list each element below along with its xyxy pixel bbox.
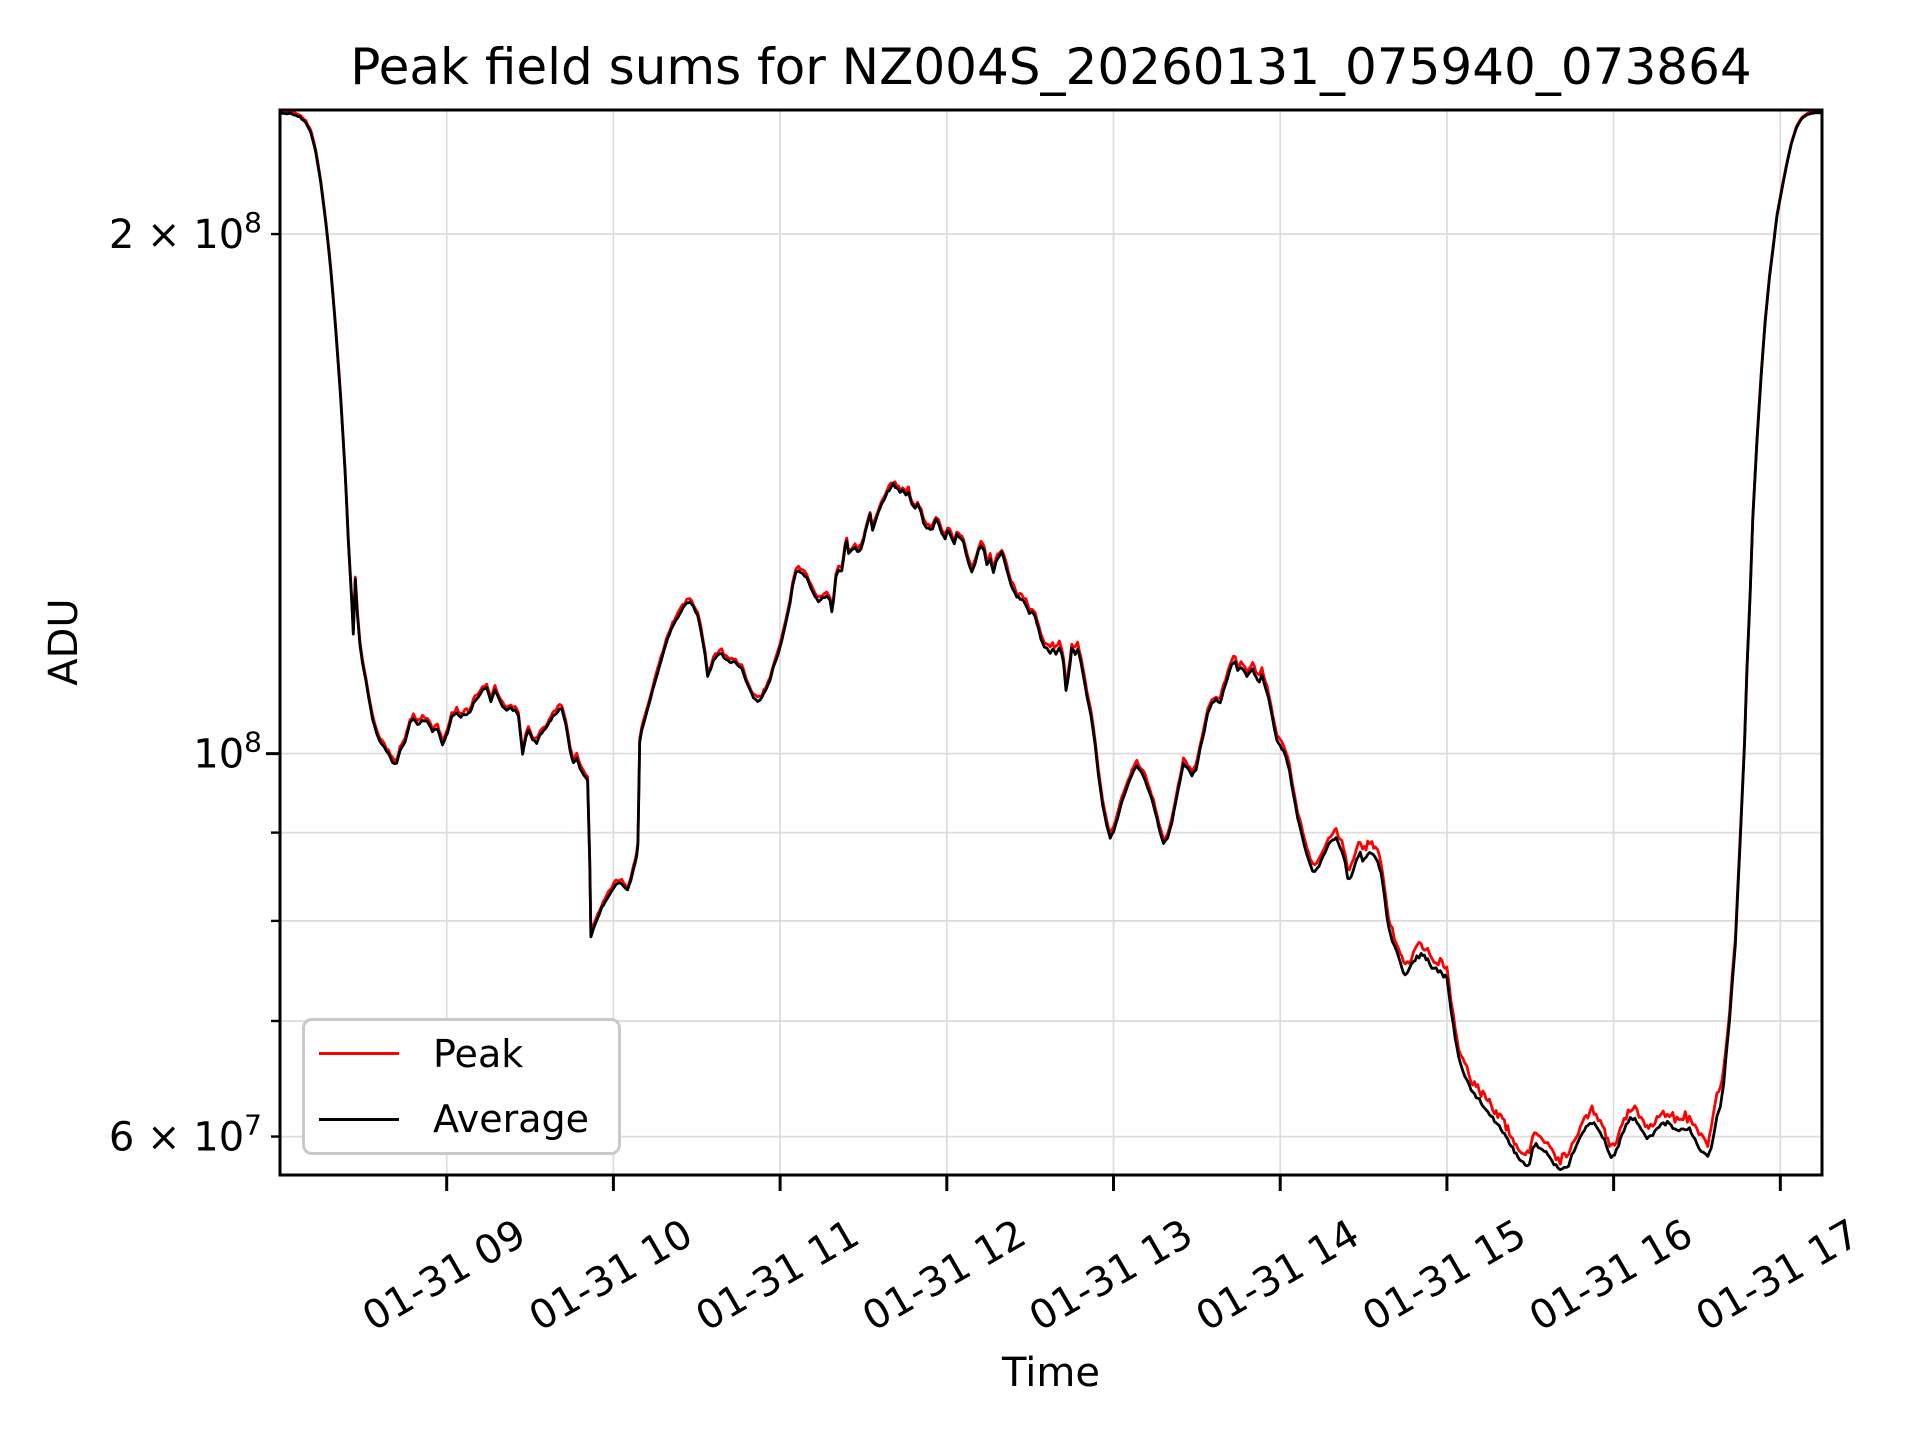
peak-series-line bbox=[280, 110, 1822, 1166]
x-tick-label: 01-31 16 bbox=[1522, 1211, 1701, 1341]
legend-entry-peak: Peak bbox=[305, 1021, 618, 1087]
series-group bbox=[280, 110, 1822, 1172]
legend-box: Peak Average bbox=[302, 1018, 621, 1155]
x-tick-label: 01-31 13 bbox=[1022, 1211, 1201, 1341]
y-tick-label: 2 × 108 bbox=[109, 206, 262, 258]
x-tick-label: 01-31 12 bbox=[855, 1211, 1034, 1341]
x-tick-label: 01-31 15 bbox=[1355, 1211, 1534, 1341]
y-tick-label: 6 × 107 bbox=[109, 1109, 262, 1161]
chart-title: Peak field sums for NZ004S_20260131_0759… bbox=[350, 38, 1752, 96]
average-line-swatch-icon bbox=[319, 1117, 399, 1121]
x-tick-label: 01-31 14 bbox=[1188, 1211, 1367, 1341]
average-series-line bbox=[280, 111, 1822, 1172]
x-tick-label: 01-31 11 bbox=[688, 1211, 867, 1341]
peak-line-swatch-icon bbox=[319, 1052, 399, 1056]
x-tick-label: 01-31 10 bbox=[522, 1211, 701, 1341]
legend-label-peak: Peak bbox=[433, 1031, 524, 1076]
legend-entry-average: Average bbox=[305, 1087, 618, 1153]
y-axis-label: ADU bbox=[41, 598, 87, 686]
x-axis-label: Time bbox=[1002, 1350, 1100, 1396]
y-tick-label: 108 bbox=[193, 726, 262, 778]
x-tick-label: 01-31 09 bbox=[355, 1211, 534, 1341]
plot-border bbox=[278, 108, 1824, 1177]
x-tick-label: 01-31 17 bbox=[1689, 1211, 1868, 1341]
legend-label-average: Average bbox=[433, 1097, 590, 1142]
